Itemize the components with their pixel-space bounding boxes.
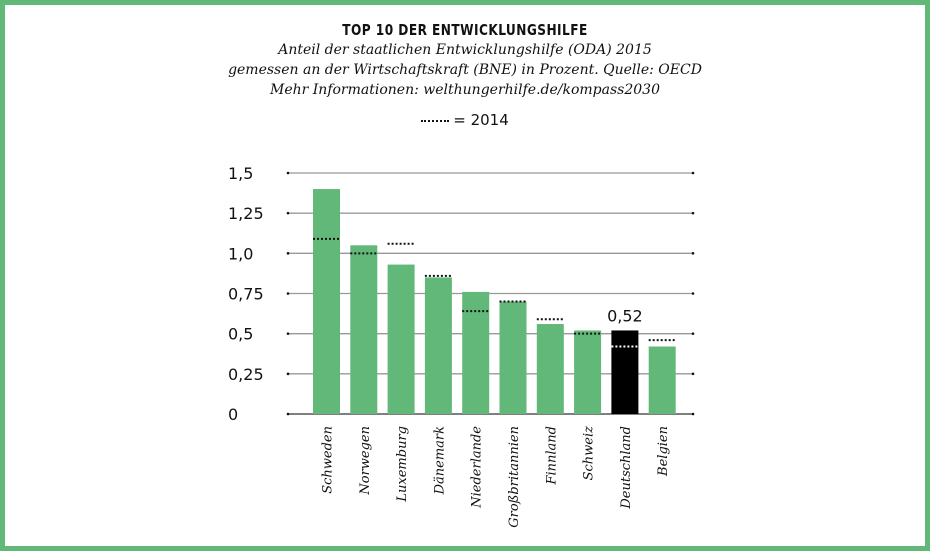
chart-subtitle-1: Anteil der staatlichen Entwicklungshilfe… bbox=[278, 42, 652, 58]
gridline-dot bbox=[286, 372, 290, 376]
x-tick-label: Finnland bbox=[544, 426, 559, 486]
gridline-dot bbox=[286, 171, 290, 175]
bar-finnland bbox=[536, 324, 564, 414]
gridline-dot bbox=[286, 292, 290, 295]
gridline-dot bbox=[691, 292, 695, 295]
y-tick-label: 0,5 bbox=[228, 325, 253, 344]
x-tick-label: Niederlande bbox=[470, 426, 485, 509]
y-tick-label: 1,25 bbox=[228, 204, 264, 223]
x-tick-label: Großbritannien bbox=[507, 426, 522, 528]
chart-subtitle-3: Mehr Informationen: welthungerhilfe.de/k… bbox=[270, 82, 660, 98]
bar-niederlande bbox=[462, 291, 490, 414]
bar-norwegen bbox=[350, 245, 378, 414]
x-tick-label: Dänemark bbox=[432, 426, 447, 496]
bar-luxemburg bbox=[387, 264, 415, 414]
bar-dänemark bbox=[424, 277, 452, 414]
y-tick-label: 0,25 bbox=[228, 365, 264, 384]
gridline-dot bbox=[286, 252, 290, 255]
x-tick-label: Norwegen bbox=[358, 426, 373, 496]
legend: = 2014 bbox=[5, 111, 925, 129]
gridline-dot bbox=[691, 332, 695, 335]
y-tick-label: 1,0 bbox=[228, 244, 253, 263]
data-label: 0,52 bbox=[607, 306, 643, 325]
gridline-dot bbox=[286, 211, 290, 215]
bar-chart: 0 0,25 0,5 0,75 1,0 1,25 1,5 Schweden Norwegen Lu… bbox=[228, 164, 695, 528]
y-tick-label: 0 bbox=[228, 405, 238, 424]
legend-label: = 2014 bbox=[453, 111, 509, 129]
x-tick-label: Deutschland bbox=[619, 426, 634, 510]
chart-subtitle-2: gemessen an der Wirtschaftskraft (BNE) i… bbox=[228, 62, 702, 78]
bar-deutschland bbox=[611, 330, 639, 414]
gridline-dot bbox=[286, 412, 290, 416]
gridline-dot bbox=[286, 332, 290, 335]
x-tick-label: Belgien bbox=[656, 426, 671, 477]
x-tick-label: Schweden bbox=[321, 426, 336, 494]
y-tick-label: 0,75 bbox=[228, 285, 264, 304]
gridline-dot bbox=[691, 252, 695, 255]
bar-großbritannien bbox=[499, 301, 527, 414]
gridline-dot bbox=[691, 171, 695, 175]
bar-belgien bbox=[648, 346, 676, 414]
gridline-dot bbox=[691, 372, 695, 376]
x-tick-label: Luxemburg bbox=[395, 426, 410, 503]
y-tick-label: 1,5 bbox=[228, 164, 253, 183]
gridline-dot bbox=[691, 211, 695, 215]
bar-schweiz bbox=[574, 330, 602, 414]
bar-schweden bbox=[313, 189, 340, 414]
gridline-dot bbox=[691, 412, 695, 416]
chart-title: TOP 10 DER ENTWICKLUNGSHILFE bbox=[342, 21, 588, 39]
x-tick-label: Schweiz bbox=[582, 426, 597, 481]
legend-dotted-line bbox=[421, 119, 450, 122]
